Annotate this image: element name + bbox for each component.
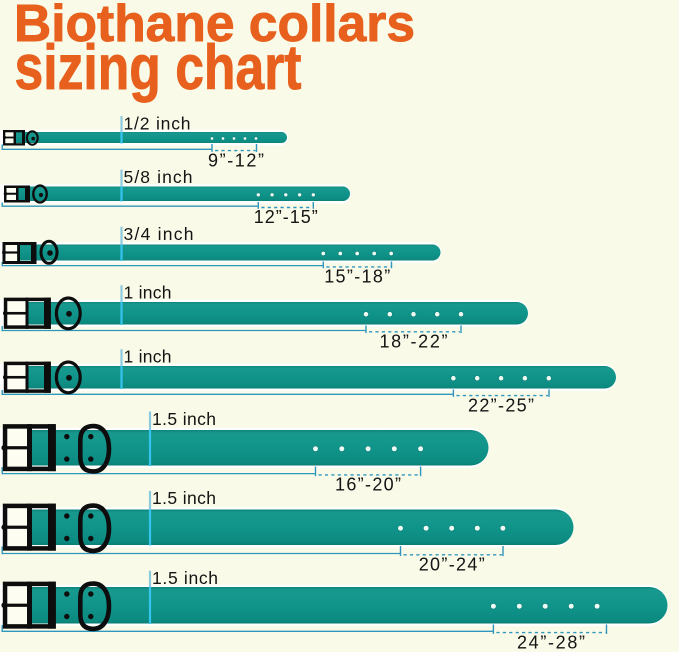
svg-text:9”-12”: 9”-12” bbox=[208, 150, 264, 170]
svg-text:1.5 inch: 1.5 inch bbox=[152, 409, 216, 429]
svg-text:1.5 inch: 1.5 inch bbox=[152, 568, 218, 588]
svg-text:16”-20”: 16”-20” bbox=[335, 475, 401, 495]
svg-text:1.5 inch: 1.5 inch bbox=[152, 488, 216, 508]
svg-text:1 inch: 1 inch bbox=[124, 347, 172, 367]
svg-text:sizing chart: sizing chart bbox=[15, 33, 302, 103]
svg-text:15”-18”: 15”-18” bbox=[324, 267, 390, 287]
svg-text:3/4 inch: 3/4 inch bbox=[124, 224, 194, 244]
svg-text:24”-28”: 24”-28” bbox=[517, 632, 585, 652]
svg-text:Biothane collars: Biothane collars bbox=[14, 0, 415, 53]
svg-text:22”-25”: 22”-25” bbox=[468, 395, 534, 415]
svg-text:18”-22”: 18”-22” bbox=[380, 332, 448, 352]
svg-text:5/8 inch: 5/8 inch bbox=[124, 167, 193, 187]
svg-text:1/2 inch: 1/2 inch bbox=[124, 113, 191, 133]
svg-text:1 inch: 1 inch bbox=[124, 283, 172, 303]
svg-text:12”-15”: 12”-15” bbox=[254, 207, 318, 227]
svg-text:20”-24”: 20”-24” bbox=[419, 555, 485, 575]
